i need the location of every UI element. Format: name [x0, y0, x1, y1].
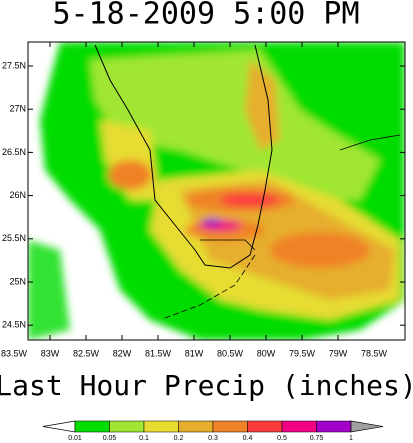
colorbar-under: [42, 420, 76, 433]
lat-label: 27N: [9, 104, 26, 114]
lon-label: 79.5W: [289, 348, 316, 358]
lat-label: 27.5N: [2, 60, 26, 70]
colorbar-label: 0.3: [208, 435, 218, 442]
lat-label: 26N: [9, 190, 26, 200]
colorbar-label: 0.01: [68, 435, 82, 442]
lon-label: 82.5W: [73, 348, 100, 358]
lon-label: 83W: [41, 348, 60, 358]
colorbar-box: [281, 420, 317, 433]
colorbar-box: [178, 420, 214, 433]
lon-label: 78.5W: [361, 348, 388, 358]
colorbar-box: [247, 420, 283, 433]
lat-label: 25.5N: [2, 233, 26, 243]
lon-label: 82W: [113, 348, 132, 358]
lon-label: 79W: [329, 348, 348, 358]
lon-label: 83.5W: [1, 348, 28, 358]
lon-label: 81.5W: [145, 348, 172, 358]
colorbar-label: 0.75: [310, 435, 324, 442]
colorbar-label: 0.1: [139, 435, 149, 442]
lon-label: 80W: [257, 348, 276, 358]
lon-label: 81W: [185, 348, 204, 358]
precip-field: [28, 42, 405, 340]
colorbar-box: [109, 420, 145, 433]
colorbar-label: 0.5: [277, 435, 287, 442]
colorbar-label: 0.4: [243, 435, 253, 442]
lon-label: 80.5W: [217, 348, 244, 358]
title: 5-18-2009 5:00 PM: [52, 0, 359, 32]
colorbar-box: [212, 420, 248, 433]
colorbar-label: 0.2: [174, 435, 184, 442]
colorbar-label: 1: [349, 435, 353, 442]
lat-label: 25N: [9, 276, 26, 286]
colorbar-box: [74, 420, 110, 433]
colorbar-label: 0.05: [103, 435, 117, 442]
lat-label: 26.5N: [2, 147, 26, 157]
lat-label: 24.5N: [2, 320, 26, 330]
colorbar-box: [316, 420, 352, 433]
colorbar-box: [143, 420, 179, 433]
caption: Last Hour Precip (inches): [0, 369, 413, 402]
colorbar-over: [350, 420, 384, 433]
plot-frame: [27, 41, 406, 341]
